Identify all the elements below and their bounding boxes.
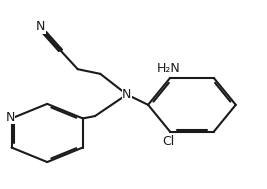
Text: H₂N: H₂N <box>157 62 180 75</box>
Text: N: N <box>6 111 15 124</box>
Text: N: N <box>36 20 45 33</box>
Text: N: N <box>122 88 132 101</box>
Text: Cl: Cl <box>163 136 175 148</box>
